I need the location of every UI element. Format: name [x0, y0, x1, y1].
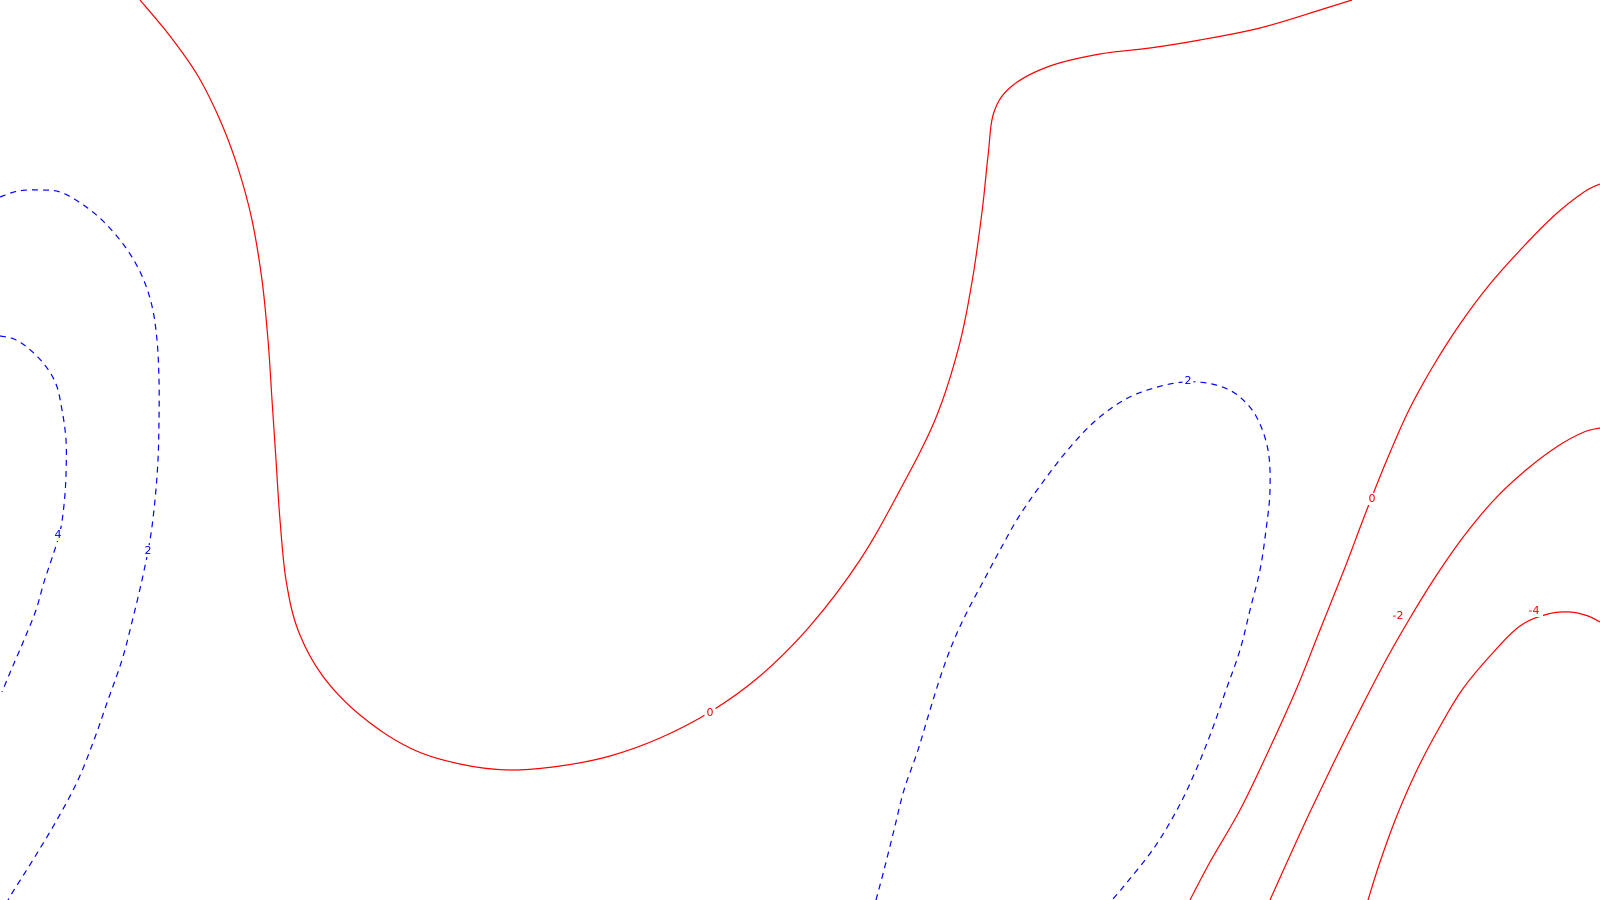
contour-label-bg-1 — [142, 545, 154, 557]
contour-line-level-2-3 — [875, 381, 1271, 900]
contour-line-level-0-2 — [139, 0, 1353, 771]
contour-label-5: -2 — [1393, 609, 1404, 622]
contour-label-bg-5 — [1389, 610, 1407, 622]
contour-label-6: -4 — [1529, 604, 1540, 617]
contour-label-1: 2 — [145, 544, 152, 557]
contour-label-0: 4 — [55, 528, 62, 541]
contour-line-level-0-4 — [1189, 183, 1600, 900]
contour-labels-group: 4 2 0 2 0 -2 -4 — [52, 374, 1543, 719]
contour-line-level-4-0 — [0, 335, 67, 693]
contour-label-bg-4 — [1366, 493, 1378, 505]
contour-label-3: 2 — [1185, 374, 1192, 387]
contour-label-2: 0 — [707, 706, 714, 719]
contour-line-level-neg4-6 — [1367, 611, 1600, 900]
contour-label-bg-2 — [704, 707, 716, 719]
contour-label-bg-0 — [52, 529, 64, 541]
contour-label-4: 0 — [1369, 492, 1376, 505]
contour-label-bg-3 — [1182, 375, 1194, 387]
contour-line-level-neg2-5 — [1269, 427, 1600, 900]
contour-label-bg-6 — [1525, 605, 1543, 617]
contour-line-level-2-1 — [0, 189, 160, 900]
